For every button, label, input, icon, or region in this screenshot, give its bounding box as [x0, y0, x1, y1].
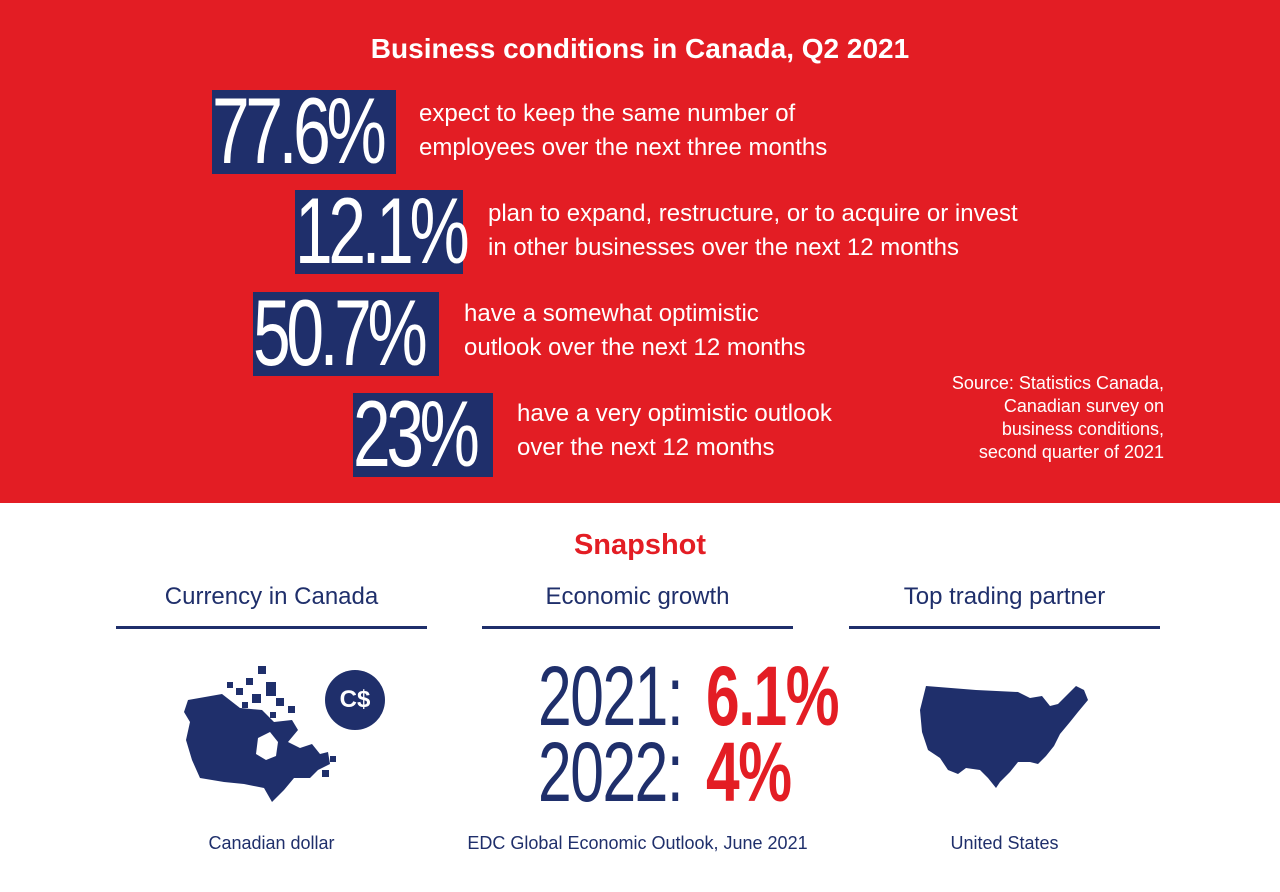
- source-note: Source: Statistics Canada, Canadian surv…: [952, 372, 1164, 464]
- stat-description-line: employees over the next three months: [419, 134, 828, 161]
- stat-description-line: have a very optimistic outlook: [517, 400, 832, 427]
- stat-description: expect to keep the same number of employ…: [419, 97, 827, 165]
- stat-value: 77.6%: [212, 78, 387, 183]
- divider: [116, 626, 427, 629]
- growth-year: 2021:: [538, 649, 684, 743]
- stat-description-line: outlook over the next 12 months: [464, 334, 806, 361]
- business-conditions-banner: [0, 0, 1280, 503]
- growth-row: 2021: 6.1%: [482, 649, 839, 743]
- currency-badge: C$: [325, 670, 385, 730]
- canada-map-icon: [184, 666, 336, 802]
- stat-value-box: [295, 190, 463, 274]
- snapshot-title: Snapshot: [573, 529, 707, 561]
- divider: [482, 626, 793, 629]
- stat-value-box: [212, 90, 396, 174]
- partner-caption: United States: [950, 833, 1059, 853]
- growth-row: 2022: 4%: [482, 730, 793, 814]
- growth-year: 2022:: [538, 725, 684, 819]
- stat-description-line: in other businesses over the next 12 mon…: [488, 234, 959, 261]
- growth-value: 6.1%: [705, 649, 840, 743]
- stat-value: 12.1%: [295, 178, 470, 283]
- divider: [849, 626, 1160, 629]
- currency-heading: Currency in Canada: [164, 583, 379, 610]
- currency-caption: Canadian dollar: [208, 833, 335, 853]
- stat-description-line: over the next 12 months: [517, 434, 775, 461]
- usa-map-icon: [920, 686, 1088, 788]
- stat-description: have a somewhat optimistic outlook over …: [464, 297, 806, 365]
- source-line: business conditions,: [1001, 419, 1164, 439]
- partner-heading: Top trading partner: [903, 583, 1106, 610]
- page-title: Business conditions in Canada, Q2 2021: [370, 33, 910, 64]
- stat-value: 50.7%: [253, 280, 428, 385]
- source-line: Source: Statistics Canada,: [951, 373, 1164, 393]
- stat-value: 23%: [353, 381, 480, 486]
- growth-heading: Economic growth: [545, 583, 730, 610]
- stat-description-line: have a somewhat optimistic: [464, 300, 759, 327]
- stat-description: plan to expand, restructure, or to acqui…: [488, 197, 1018, 265]
- growth-caption: EDC Global Economic Outlook, June 2021: [467, 833, 808, 853]
- stat-description-line: expect to keep the same number of: [419, 100, 796, 127]
- source-line: second quarter of 2021: [978, 442, 1164, 462]
- stat-value-box: [353, 393, 493, 477]
- source-line: Canadian survey on: [1003, 396, 1164, 416]
- stat-value-box: [253, 292, 439, 376]
- growth-value: 4%: [705, 725, 792, 819]
- stat-description-line: plan to expand, restructure, or to acqui…: [488, 200, 1018, 227]
- stat-description: have a very optimistic outlook over the …: [517, 397, 832, 465]
